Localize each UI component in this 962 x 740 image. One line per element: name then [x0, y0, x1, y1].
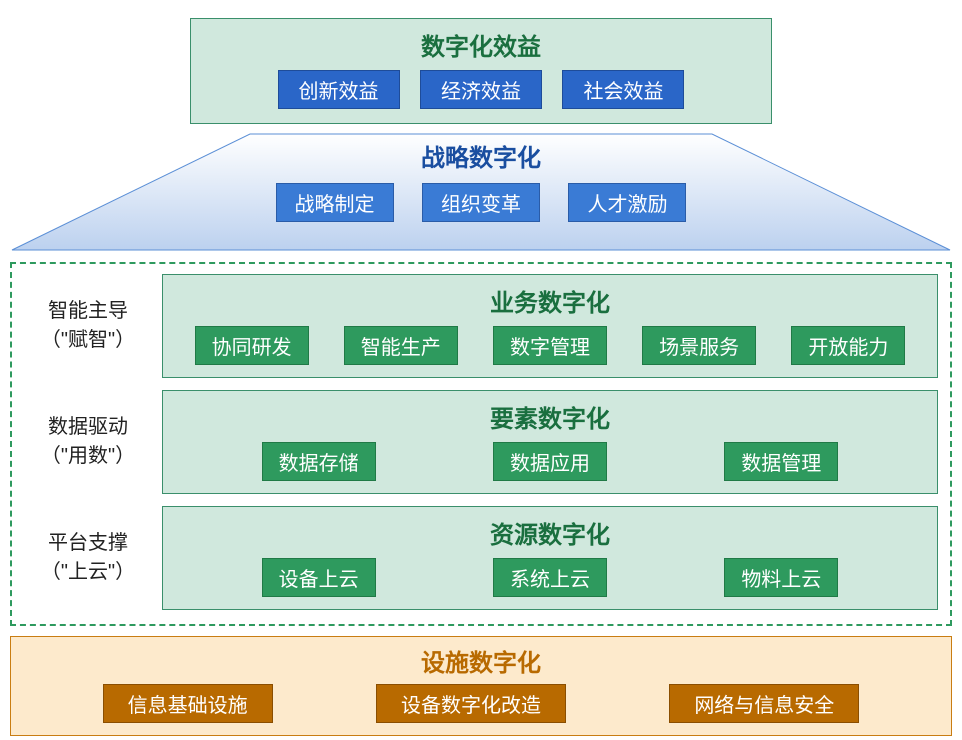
bottom-title: 设施数字化 [21, 643, 941, 678]
layer-chip: 场景服务 [642, 326, 756, 365]
side-label-element: 数据驱动 （"用数"） [24, 390, 152, 494]
layer-panel-element: 要素数字化 数据存储 数据应用 数据管理 [162, 390, 938, 494]
top-chip: 社会效益 [562, 70, 684, 109]
strategy-chip: 组织变革 [422, 183, 540, 222]
side-label-line: 平台支撑 [48, 529, 128, 558]
layer-row-resource: 平台支撑 （"上云"） 资源数字化 设备上云 系统上云 物料上云 [24, 506, 938, 610]
layer-chip: 设备上云 [262, 558, 376, 597]
side-label-line: （"赋智"） [41, 326, 135, 355]
center-dashed-container: 智能主导 （"赋智"） 业务数字化 协同研发 智能生产 数字管理 场景服务 开放… [10, 262, 952, 626]
strategy-chip: 战略制定 [276, 183, 394, 222]
side-label-line: （"用数"） [41, 442, 135, 471]
layer-chip: 物料上云 [724, 558, 838, 597]
top-benefit-panel: 数字化效益 创新效益 经济效益 社会效益 [190, 18, 772, 124]
layer-chip: 数据管理 [724, 442, 838, 481]
layer-panel-resource: 资源数字化 设备上云 系统上云 物料上云 [162, 506, 938, 610]
bottom-chip: 网络与信息安全 [669, 684, 859, 723]
side-label-business: 智能主导 （"赋智"） [24, 274, 152, 378]
top-title: 数字化效益 [201, 27, 761, 62]
bottom-chip: 设备数字化改造 [376, 684, 566, 723]
layer-chip-row: 设备上云 系统上云 物料上云 [173, 558, 927, 597]
side-label-resource: 平台支撑 （"上云"） [24, 506, 152, 610]
side-label-line: （"上云"） [41, 558, 135, 587]
layer-title: 要素数字化 [173, 399, 927, 434]
layer-chip: 数据存储 [262, 442, 376, 481]
layer-chip: 数据应用 [493, 442, 607, 481]
layer-chip: 智能生产 [344, 326, 458, 365]
strategy-title: 战略数字化 [10, 138, 952, 173]
layer-chip: 开放能力 [791, 326, 905, 365]
layer-chip-row: 协同研发 智能生产 数字管理 场景服务 开放能力 [173, 326, 927, 365]
strategy-trapezoid: 战略数字化 战略制定 组织变革 人才激励 [10, 132, 952, 252]
layer-title: 业务数字化 [173, 283, 927, 318]
layer-row-business: 智能主导 （"赋智"） 业务数字化 协同研发 智能生产 数字管理 场景服务 开放… [24, 274, 938, 378]
bottom-chip: 信息基础设施 [103, 684, 273, 723]
top-chip: 经济效益 [420, 70, 542, 109]
layer-panel-business: 业务数字化 协同研发 智能生产 数字管理 场景服务 开放能力 [162, 274, 938, 378]
layer-chip: 协同研发 [195, 326, 309, 365]
side-label-line: 数据驱动 [48, 413, 128, 442]
layer-chip: 数字管理 [493, 326, 607, 365]
top-chip-row: 创新效益 经济效益 社会效益 [201, 70, 761, 109]
layer-chip-row: 数据存储 数据应用 数据管理 [173, 442, 927, 481]
strategy-chip: 人才激励 [568, 183, 686, 222]
layer-chip: 系统上云 [493, 558, 607, 597]
bottom-chip-row: 信息基础设施 设备数字化改造 网络与信息安全 [21, 684, 941, 723]
layer-title: 资源数字化 [173, 515, 927, 550]
side-label-line: 智能主导 [48, 297, 128, 326]
strategy-chip-row: 战略制定 组织变革 人才激励 [10, 183, 952, 222]
top-chip: 创新效益 [278, 70, 400, 109]
layer-row-element: 数据驱动 （"用数"） 要素数字化 数据存储 数据应用 数据管理 [24, 390, 938, 494]
bottom-infra-panel: 设施数字化 信息基础设施 设备数字化改造 网络与信息安全 [10, 636, 952, 736]
